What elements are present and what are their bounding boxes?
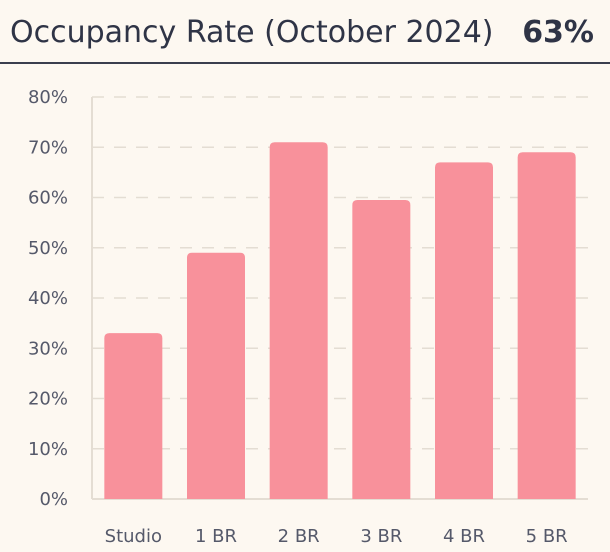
x-tick-label: Studio xyxy=(105,526,162,547)
chart-header: Occupancy Rate (October 2024) 63% xyxy=(0,0,610,64)
y-tick-label: 20% xyxy=(28,389,68,410)
bar-studio xyxy=(104,333,163,499)
y-tick-label: 40% xyxy=(28,288,68,309)
header-divider xyxy=(0,62,610,64)
x-tick-label: 4 BR xyxy=(443,526,485,547)
x-tick-label: 3 BR xyxy=(360,526,402,547)
y-tick-label: 50% xyxy=(28,238,68,259)
bars xyxy=(104,142,576,499)
x-tick-label: 2 BR xyxy=(278,526,320,547)
y-tick-label: 70% xyxy=(28,137,68,158)
grid-lines xyxy=(91,96,588,500)
x-tick-label: 5 BR xyxy=(526,526,568,547)
y-tick-label: 0% xyxy=(39,489,68,510)
y-axis-ticks: 0% 10% 20% 30% 40% 50% 60% 70% 80% xyxy=(28,87,68,510)
bar-2-br xyxy=(269,142,328,499)
bar-1-br xyxy=(187,252,245,499)
y-tick-label: 30% xyxy=(28,338,68,359)
y-tick-label: 10% xyxy=(28,439,68,460)
y-tick-label: 60% xyxy=(28,188,68,209)
bar-3-br xyxy=(352,200,411,499)
y-tick-label: 80% xyxy=(28,87,68,108)
x-axis-ticks: Studio 1 BR 2 BR 3 BR 4 BR 5 BR xyxy=(105,526,568,547)
kpi-value: 63% xyxy=(522,15,594,50)
x-tick-label: 1 BR xyxy=(195,526,237,547)
bar-chart: 0% 10% 20% 30% 40% 50% 60% 70% 80% Studio 1 BR 2 B… xyxy=(28,87,588,547)
bar-5-br xyxy=(517,152,576,499)
chart-title: Occupancy Rate (October 2024) xyxy=(10,15,494,50)
bar-4-br xyxy=(435,162,493,499)
